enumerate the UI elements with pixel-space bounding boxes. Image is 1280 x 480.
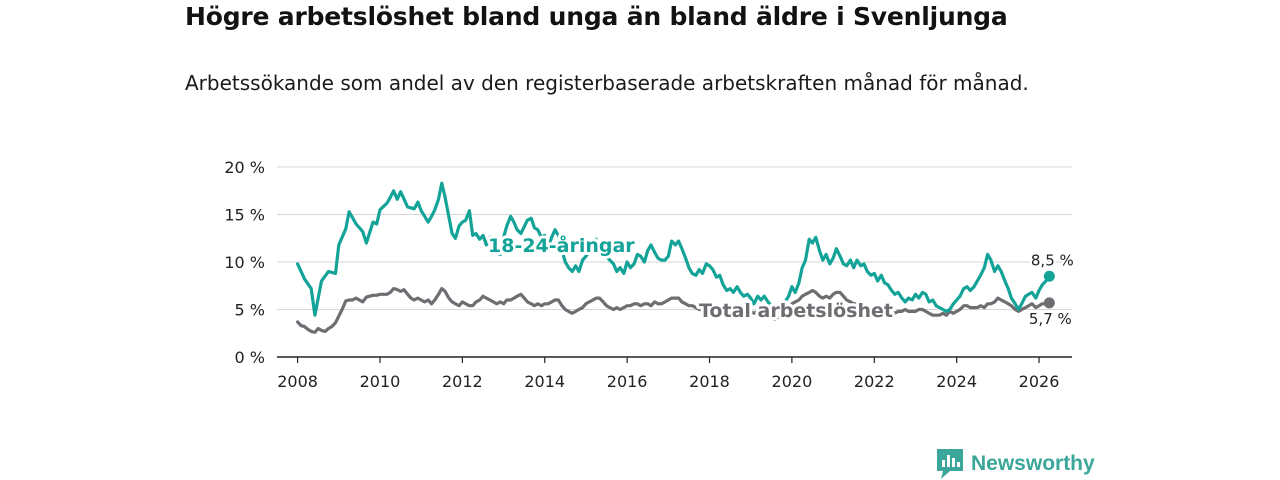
x-tick-label: 2010 [360, 372, 401, 391]
series-lines [296, 181, 1055, 334]
y-axis-ticks: 0 % 5 % 10 % 15 % 20 % [224, 158, 265, 367]
series-line-18-24 [296, 181, 1051, 317]
series-line-total-end-point [1043, 297, 1055, 309]
series-line-18-24-end-point [1043, 270, 1055, 282]
x-tick-label: 2020 [772, 372, 813, 391]
chart-title: Högre arbetslöshet bland unga än bland ä… [185, 2, 1008, 31]
x-tick-label: 2018 [689, 372, 730, 391]
x-tick-label: 2012 [442, 372, 483, 391]
grid-lines [277, 166, 1072, 310]
y-tick-label: 10 % [224, 253, 265, 272]
x-tick-label: 2008 [277, 372, 318, 391]
y-tick-label: 20 % [224, 158, 265, 177]
series-line-total [296, 287, 1051, 334]
series-labels: 18-24-åringar Total arbetslöshet 8,5 % 5,7 … [485, 230, 1076, 330]
x-tick-label: 2022 [854, 372, 895, 391]
y-tick-label: 0 % [235, 348, 265, 367]
series-label-total: Total arbetslöshet [699, 300, 893, 322]
newsworthy-logo-icon [937, 449, 963, 479]
y-tick-label: 15 % [224, 206, 265, 225]
end-value-18-24: 8,5 % [1031, 251, 1074, 269]
x-tick-label: 2016 [607, 372, 648, 391]
x-tick-label: 2026 [1019, 372, 1060, 391]
newsworthy-wordmark: Newsworthy [971, 452, 1095, 475]
series-label-18-24: 18-24-åringar [488, 233, 635, 257]
end-value-total: 5,7 % [1029, 310, 1072, 328]
newsworthy-logo[interactable]: Newsworthy [937, 449, 1095, 479]
y-tick-label: 5 % [235, 301, 265, 320]
x-tick-label: 2014 [524, 372, 565, 391]
chart-subtitle: Arbetssökande som andel av den registerb… [185, 71, 1029, 95]
x-axis: 2008 2010 2012 2014 2016 2018 2020 2022 2024 2026 [277, 356, 1072, 391]
x-tick-label: 2024 [936, 372, 977, 391]
